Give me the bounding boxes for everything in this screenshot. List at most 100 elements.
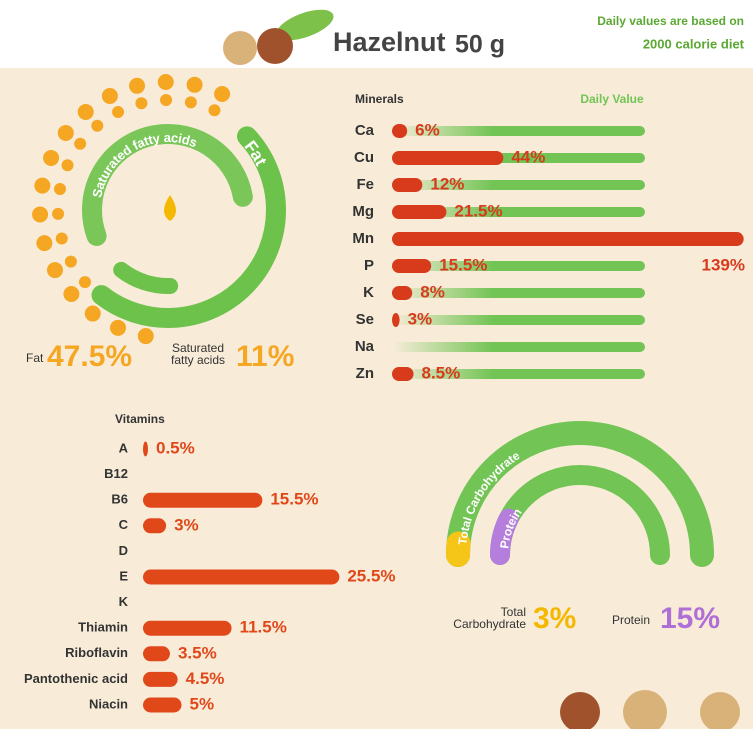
note: 2000 calorie diet	[643, 36, 745, 51]
category-label: Se	[356, 311, 374, 328]
value-label: 0.5%	[156, 438, 195, 457]
dot	[78, 104, 94, 120]
dot	[185, 96, 197, 108]
category-label: Niacin	[89, 696, 128, 711]
dot	[160, 94, 172, 106]
nut	[623, 690, 667, 729]
category-label: A	[119, 440, 129, 455]
dot	[58, 125, 74, 141]
value-label: 6%	[415, 120, 440, 139]
category-label: B6	[111, 492, 128, 507]
dot	[63, 286, 79, 302]
category-label: K	[363, 284, 374, 301]
value-label: 25.5%	[347, 566, 395, 585]
dot	[54, 183, 66, 195]
infographic: Hazelnut 50 g Daily values are based on …	[0, 0, 753, 729]
value-label: 44%	[511, 147, 545, 166]
dot	[79, 276, 91, 288]
bar	[392, 259, 431, 273]
nut	[700, 692, 740, 729]
dot	[56, 232, 68, 244]
category-label: Na	[355, 338, 375, 355]
category-label: Pantothenic acid	[24, 671, 128, 686]
dot	[158, 74, 174, 90]
nut	[223, 31, 257, 65]
value-label: 3.5%	[178, 643, 217, 662]
nut	[257, 28, 293, 64]
bar	[392, 124, 407, 138]
bar	[392, 151, 503, 165]
dot	[129, 78, 145, 94]
bar	[143, 698, 182, 713]
value-label: 5%	[190, 694, 215, 713]
oil-drop	[164, 195, 176, 221]
value-label: 8.5%	[422, 363, 461, 382]
dot	[43, 150, 59, 166]
ring-arc	[121, 270, 170, 286]
value-label: 11%	[236, 340, 294, 373]
dot	[65, 256, 77, 268]
category-label: K	[119, 594, 129, 609]
dot	[34, 178, 50, 194]
dot	[74, 138, 86, 150]
series-label: Saturated fatty acids	[165, 342, 231, 366]
value-label: 15.5%	[270, 490, 318, 509]
dot	[135, 97, 147, 109]
bar	[143, 493, 262, 508]
dot	[187, 77, 203, 93]
inner-band	[92, 134, 243, 236]
category-label: B12	[104, 466, 128, 481]
track-label: Daily Value	[580, 92, 644, 106]
category-label: Thiamin	[78, 620, 128, 635]
category-label: C	[119, 517, 129, 532]
category-label: Fe	[356, 176, 374, 193]
category-label: Riboflavin	[65, 645, 128, 660]
value-label: 139%	[702, 255, 745, 274]
dot	[62, 159, 74, 171]
arc-label-text: Saturated fatty acids	[90, 130, 200, 199]
bar	[143, 518, 166, 533]
category-label: Zn	[356, 365, 374, 382]
bar	[392, 205, 446, 219]
bar	[143, 621, 232, 636]
series-label: Total Carbohydrate	[446, 606, 526, 630]
bar	[143, 570, 339, 585]
amount: 50 g	[455, 31, 505, 59]
value-label: 4.5%	[186, 669, 225, 688]
dot	[85, 306, 101, 322]
nut	[560, 692, 600, 729]
dot	[112, 106, 124, 118]
value-label: 11.5%	[240, 618, 287, 637]
dot	[214, 86, 230, 102]
dot	[102, 88, 118, 104]
category-label: Ca	[355, 122, 375, 139]
value-label: 8%	[420, 282, 445, 301]
chart-title: Minerals	[355, 92, 404, 106]
bar	[392, 232, 744, 246]
category-label: Mn	[352, 230, 374, 247]
bar	[392, 286, 412, 300]
value-label: 21.5%	[454, 201, 502, 220]
ring-arc	[102, 136, 276, 318]
value-label: 3%	[174, 515, 199, 534]
dot	[47, 262, 63, 278]
category-label: E	[119, 568, 128, 583]
dot	[138, 328, 154, 344]
chart-title: Vitamins	[115, 412, 165, 426]
dot	[110, 320, 126, 336]
category-label: P	[364, 257, 374, 274]
category-label: Mg	[352, 203, 374, 220]
series-label: Protein	[612, 614, 650, 626]
bar	[392, 367, 414, 381]
bar	[143, 672, 178, 687]
category-label: Cu	[354, 149, 374, 166]
title: Hazelnut	[333, 27, 446, 57]
gauge-arc	[458, 544, 459, 555]
note: Daily values are based on	[597, 14, 744, 28]
value-label: 3%	[408, 309, 433, 328]
arc-label: Saturated fatty acids	[90, 130, 200, 199]
gauge-track	[500, 475, 660, 555]
dot	[36, 235, 52, 251]
value-label: 47.5%	[47, 340, 132, 373]
value-label: 15.5%	[439, 255, 487, 274]
